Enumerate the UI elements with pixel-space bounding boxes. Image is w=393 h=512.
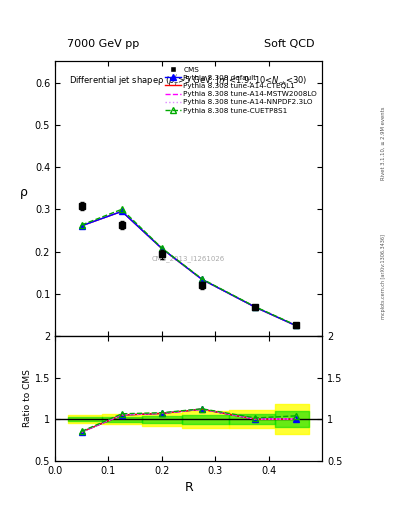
Y-axis label: ρ: ρ (20, 186, 28, 199)
Text: CMS_2013_I1261026: CMS_2013_I1261026 (152, 256, 225, 263)
Text: mcplots.cern.ch [arXiv:1306.3436]: mcplots.cern.ch [arXiv:1306.3436] (381, 234, 386, 319)
Y-axis label: Ratio to CMS: Ratio to CMS (23, 370, 32, 428)
Text: 7000 GeV pp: 7000 GeV pp (67, 39, 139, 49)
Text: Differential jet shapeρ ($p_T^j$>5 GeV, $|\eta^j|$<1.9, 10<$N_{ch}$<30): Differential jet shapeρ ($p_T^j$>5 GeV, … (70, 72, 308, 89)
X-axis label: R: R (184, 481, 193, 494)
Text: Soft QCD: Soft QCD (264, 39, 314, 49)
Text: Rivet 3.1.10, ≥ 2.9M events: Rivet 3.1.10, ≥ 2.9M events (381, 106, 386, 180)
Legend: CMS, Pythia 8.308 default, Pythia 8.308 tune-A14-CTEQL1, Pythia 8.308 tune-A14-M: CMS, Pythia 8.308 default, Pythia 8.308 … (163, 65, 319, 115)
